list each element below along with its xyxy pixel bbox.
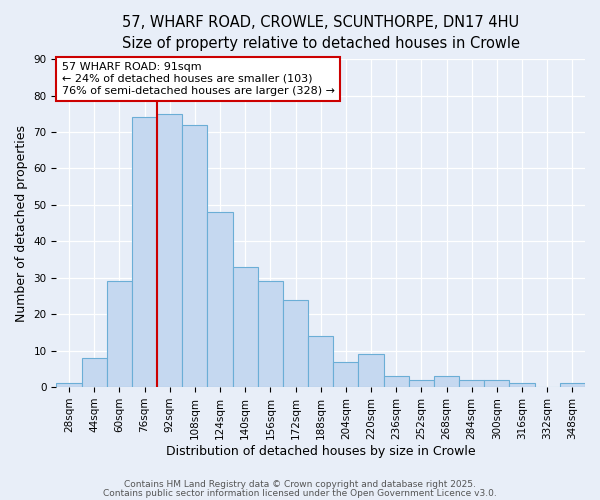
Bar (132, 118, 157, 387)
Bar (182, 124, 208, 387)
Bar (283, 300, 308, 387)
Bar (157, 114, 182, 387)
Bar (233, 267, 258, 387)
Bar (107, 282, 132, 387)
Bar (82, 358, 107, 387)
Bar (560, 384, 585, 387)
Bar (333, 362, 358, 387)
Title: 57, WHARF ROAD, CROWLE, SCUNTHORPE, DN17 4HU
Size of property relative to detach: 57, WHARF ROAD, CROWLE, SCUNTHORPE, DN17… (122, 15, 520, 51)
Y-axis label: Number of detached properties: Number of detached properties (15, 124, 28, 322)
Text: 57 WHARF ROAD: 91sqm
← 24% of detached houses are smaller (103)
76% of semi-deta: 57 WHARF ROAD: 91sqm ← 24% of detached h… (62, 62, 335, 96)
Text: Contains HM Land Registry data © Crown copyright and database right 2025.: Contains HM Land Registry data © Crown c… (124, 480, 476, 489)
Text: Contains public sector information licensed under the Open Government Licence v3: Contains public sector information licen… (103, 488, 497, 498)
Bar (308, 336, 333, 387)
Bar (258, 282, 283, 387)
Bar (358, 354, 383, 387)
Bar (383, 376, 409, 387)
Bar (409, 380, 434, 387)
Bar (434, 376, 459, 387)
Bar (484, 380, 509, 387)
Bar (509, 384, 535, 387)
X-axis label: Distribution of detached houses by size in Crowle: Distribution of detached houses by size … (166, 444, 476, 458)
Bar (208, 212, 233, 387)
Bar (56, 384, 82, 387)
Bar (459, 380, 484, 387)
